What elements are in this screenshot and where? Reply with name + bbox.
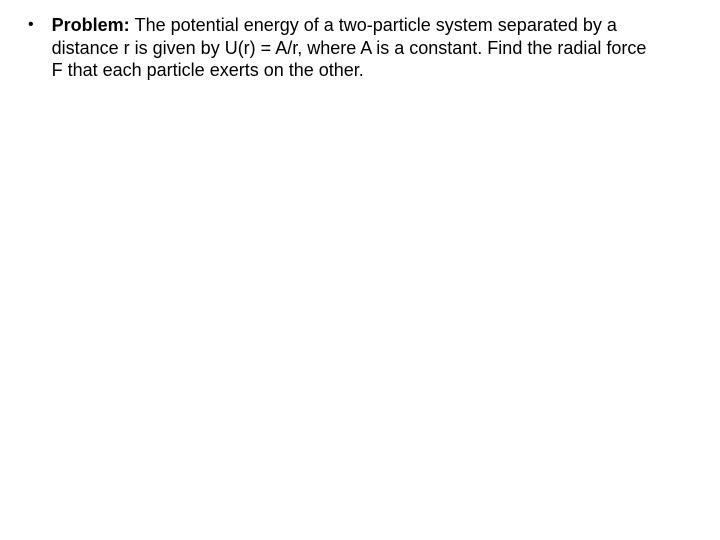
problem-label: Problem: xyxy=(52,15,135,35)
problem-bullet-item: • Problem: The potential energy of a two… xyxy=(28,14,692,82)
problem-text: The potential energy of a two-particle s… xyxy=(52,15,647,80)
problem-content: Problem: The potential energy of a two-p… xyxy=(52,14,692,82)
bullet-marker: • xyxy=(28,16,34,34)
